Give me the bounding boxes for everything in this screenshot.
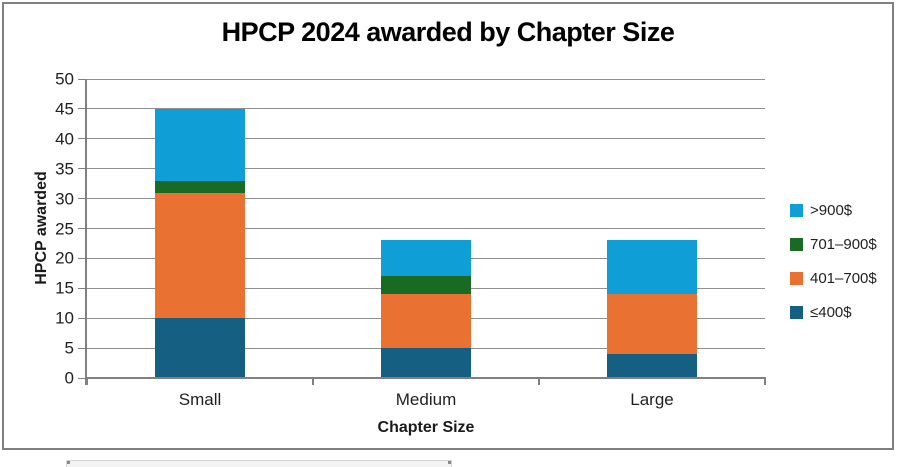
bar-segment[interactable] xyxy=(155,192,245,319)
bar-segment[interactable] xyxy=(155,108,245,181)
plot-area[interactable]: 0 5 10 15 20 25 30 35 40 45 50 Chapter Size Small M… xyxy=(55,71,766,436)
y-tick-label: 0 xyxy=(64,368,74,388)
y-axis-tick xyxy=(78,168,85,170)
y-tick-label: 35 xyxy=(55,159,74,179)
x-axis-tick xyxy=(764,378,766,385)
gridline xyxy=(87,108,765,110)
y-axis-tick xyxy=(78,198,85,200)
x-axis-tick xyxy=(86,378,88,385)
y-tick-label: 45 xyxy=(55,99,74,119)
y-tick-label: 20 xyxy=(55,248,74,268)
x-category-label: Large xyxy=(630,390,674,409)
x-axis-tick xyxy=(538,378,540,385)
gridline xyxy=(87,228,765,229)
chart-title[interactable]: HPCP 2024 awarded by Chapter Size xyxy=(221,17,675,47)
chart-object[interactable]: HPCP 2024 awarded by Chapter Size HPCP a… xyxy=(2,2,894,450)
gridline xyxy=(87,78,765,80)
x-axis-tick xyxy=(312,378,314,385)
gridline xyxy=(87,198,765,200)
y-axis-tick xyxy=(78,317,85,319)
y-tick-label: 25 xyxy=(55,219,74,238)
legend-item[interactable]: 701–900$ xyxy=(790,234,877,255)
bar-segment[interactable] xyxy=(155,318,245,378)
legend-swatch-icon xyxy=(790,306,803,319)
bar-segment[interactable] xyxy=(155,180,245,193)
y-axis-tick xyxy=(78,257,85,259)
bar-segment[interactable] xyxy=(607,354,697,378)
legend-item[interactable]: 401–700$ xyxy=(790,268,877,289)
y-tick-label: 50 xyxy=(55,69,74,89)
y-axis-tick xyxy=(78,228,85,229)
y-tick-label: 30 xyxy=(55,189,74,209)
legend-swatch-icon xyxy=(790,204,803,217)
bar-segment[interactable] xyxy=(381,240,471,277)
legend-item[interactable]: ≤400$ xyxy=(790,302,877,323)
legend-label: 401–700$ xyxy=(810,270,877,287)
legend-label: 701–900$ xyxy=(810,236,877,253)
legend-item[interactable]: >900$ xyxy=(790,200,877,221)
x-axis-line xyxy=(85,377,766,379)
gridline xyxy=(87,138,765,140)
legend-label: >900$ xyxy=(810,202,853,219)
selection-handle-icon xyxy=(448,461,451,464)
legend[interactable]: >900$ 701–900$ 401–700$ ≤400$ xyxy=(790,200,877,336)
bar-segment[interactable] xyxy=(381,276,471,295)
y-tick-label: 10 xyxy=(55,308,74,328)
y-axis-tick xyxy=(78,138,85,140)
x-category-label: Small xyxy=(178,390,222,409)
bar-segment[interactable] xyxy=(607,240,697,295)
legend-swatch-icon xyxy=(790,272,803,285)
y-axis-tick xyxy=(78,377,85,379)
legend-swatch-icon xyxy=(790,238,803,251)
y-axis-tick xyxy=(78,108,85,110)
bar-segment[interactable] xyxy=(381,294,471,349)
y-axis-tick xyxy=(78,347,85,349)
legend-label: ≤400$ xyxy=(810,304,852,321)
y-axis-line xyxy=(85,79,87,385)
gridline xyxy=(87,168,765,170)
y-axis-tick xyxy=(78,287,85,289)
y-tick-label: 5 xyxy=(64,338,74,358)
bar-segment[interactable] xyxy=(607,294,697,355)
y-tick-label: 15 xyxy=(55,278,74,298)
selection-handle-icon xyxy=(67,461,70,464)
bar-segment[interactable] xyxy=(381,348,471,378)
y-tick-label: 40 xyxy=(55,129,74,149)
x-category-label: Medium xyxy=(395,390,457,409)
y-axis-tick xyxy=(78,78,85,80)
x-axis-title: Chapter Size xyxy=(377,419,475,436)
cropped-object-below-chart[interactable] xyxy=(66,460,452,467)
